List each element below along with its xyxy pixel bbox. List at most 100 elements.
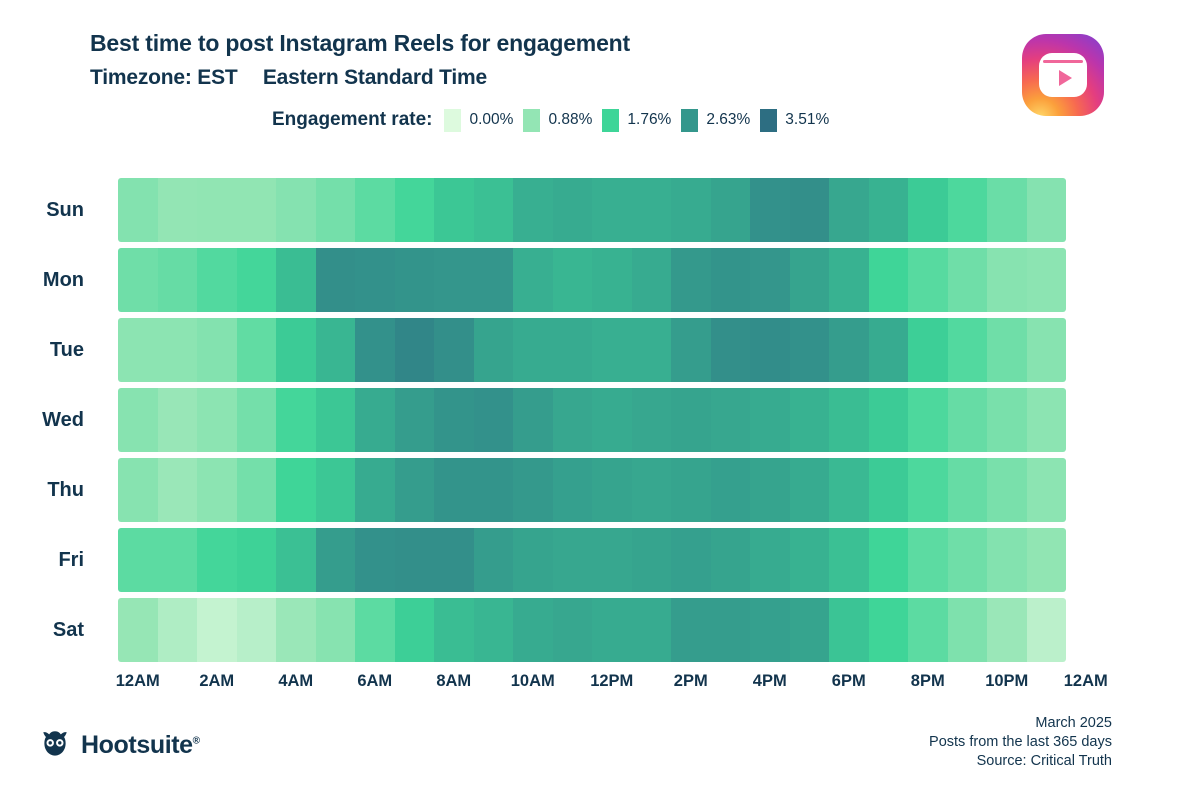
heatmap-cell[interactable] xyxy=(473,458,513,522)
heatmap-cell[interactable] xyxy=(276,318,316,382)
heatmap-cell[interactable] xyxy=(434,388,474,452)
heatmap-cell[interactable] xyxy=(197,388,237,452)
heatmap-cell[interactable] xyxy=(552,248,592,312)
heatmap-cell[interactable] xyxy=(750,458,790,522)
heatmap-cell[interactable] xyxy=(315,388,355,452)
heatmap-cell[interactable] xyxy=(118,248,158,312)
heatmap-cell[interactable] xyxy=(394,388,434,452)
heatmap-cell[interactable] xyxy=(947,528,987,592)
heatmap-cell[interactable] xyxy=(355,388,395,452)
heatmap-cell[interactable] xyxy=(513,388,553,452)
heatmap-cell[interactable] xyxy=(750,528,790,592)
heatmap-cell[interactable] xyxy=(513,178,553,242)
heatmap-cell[interactable] xyxy=(592,318,632,382)
heatmap-cell[interactable] xyxy=(276,178,316,242)
heatmap-cell[interactable] xyxy=(592,458,632,522)
heatmap-cell[interactable] xyxy=(987,248,1027,312)
heatmap-cell[interactable] xyxy=(868,388,908,452)
heatmap-cell[interactable] xyxy=(394,528,434,592)
heatmap-cell[interactable] xyxy=(789,178,829,242)
heatmap-cell[interactable] xyxy=(592,388,632,452)
heatmap-cell[interactable] xyxy=(592,528,632,592)
heatmap-cell[interactable] xyxy=(710,248,750,312)
heatmap-cell[interactable] xyxy=(118,178,158,242)
heatmap-cell[interactable] xyxy=(236,178,276,242)
heatmap-cell[interactable] xyxy=(315,458,355,522)
heatmap-cell[interactable] xyxy=(947,178,987,242)
heatmap-cell[interactable] xyxy=(631,318,671,382)
heatmap-cell[interactable] xyxy=(513,248,553,312)
heatmap-cell[interactable] xyxy=(908,248,948,312)
heatmap-cell[interactable] xyxy=(434,598,474,662)
heatmap-cell[interactable] xyxy=(631,388,671,452)
heatmap-cell[interactable] xyxy=(710,178,750,242)
heatmap-cell[interactable] xyxy=(1026,458,1066,522)
heatmap-cell[interactable] xyxy=(394,598,434,662)
heatmap-cell[interactable] xyxy=(315,178,355,242)
heatmap-cell[interactable] xyxy=(236,598,276,662)
heatmap-cell[interactable] xyxy=(552,458,592,522)
heatmap-cell[interactable] xyxy=(789,248,829,312)
heatmap-cell[interactable] xyxy=(197,178,237,242)
heatmap-cell[interactable] xyxy=(276,248,316,312)
heatmap-cell[interactable] xyxy=(552,178,592,242)
heatmap-cell[interactable] xyxy=(789,458,829,522)
heatmap-cell[interactable] xyxy=(789,598,829,662)
heatmap-cell[interactable] xyxy=(671,178,711,242)
heatmap-cell[interactable] xyxy=(750,318,790,382)
heatmap-cell[interactable] xyxy=(197,598,237,662)
heatmap-cell[interactable] xyxy=(157,528,197,592)
heatmap-cell[interactable] xyxy=(355,528,395,592)
heatmap-cell[interactable] xyxy=(908,178,948,242)
heatmap-cell[interactable] xyxy=(157,388,197,452)
heatmap-cell[interactable] xyxy=(908,388,948,452)
heatmap-cell[interactable] xyxy=(434,458,474,522)
heatmap-cell[interactable] xyxy=(1026,178,1066,242)
heatmap-cell[interactable] xyxy=(157,178,197,242)
heatmap-cell[interactable] xyxy=(315,528,355,592)
heatmap-cell[interactable] xyxy=(513,598,553,662)
heatmap-cell[interactable] xyxy=(789,318,829,382)
heatmap-cell[interactable] xyxy=(671,318,711,382)
heatmap-cell[interactable] xyxy=(829,528,869,592)
heatmap-cell[interactable] xyxy=(671,388,711,452)
heatmap-cell[interactable] xyxy=(710,388,750,452)
heatmap-cell[interactable] xyxy=(118,458,158,522)
heatmap-cell[interactable] xyxy=(157,458,197,522)
heatmap-cell[interactable] xyxy=(671,598,711,662)
heatmap-cell[interactable] xyxy=(1026,528,1066,592)
heatmap-cell[interactable] xyxy=(1026,388,1066,452)
heatmap-cell[interactable] xyxy=(789,528,829,592)
heatmap-cell[interactable] xyxy=(552,598,592,662)
heatmap-cell[interactable] xyxy=(947,458,987,522)
heatmap-cell[interactable] xyxy=(710,458,750,522)
heatmap-cell[interactable] xyxy=(631,178,671,242)
heatmap-cell[interactable] xyxy=(710,528,750,592)
heatmap-cell[interactable] xyxy=(829,388,869,452)
heatmap-cell[interactable] xyxy=(355,458,395,522)
heatmap-cell[interactable] xyxy=(908,598,948,662)
heatmap-cell[interactable] xyxy=(552,388,592,452)
heatmap-cell[interactable] xyxy=(473,528,513,592)
heatmap-cell[interactable] xyxy=(868,528,908,592)
heatmap-cell[interactable] xyxy=(394,178,434,242)
heatmap-cell[interactable] xyxy=(829,458,869,522)
heatmap-cell[interactable] xyxy=(394,248,434,312)
heatmap-cell[interactable] xyxy=(473,388,513,452)
heatmap-cell[interactable] xyxy=(118,388,158,452)
heatmap-cell[interactable] xyxy=(118,528,158,592)
heatmap-cell[interactable] xyxy=(236,388,276,452)
heatmap-cell[interactable] xyxy=(750,388,790,452)
heatmap-cell[interactable] xyxy=(197,458,237,522)
heatmap-cell[interactable] xyxy=(434,248,474,312)
heatmap-cell[interactable] xyxy=(829,598,869,662)
heatmap-cell[interactable] xyxy=(947,318,987,382)
heatmap-cell[interactable] xyxy=(473,178,513,242)
heatmap-cell[interactable] xyxy=(355,598,395,662)
heatmap-cell[interactable] xyxy=(434,178,474,242)
heatmap-cell[interactable] xyxy=(473,598,513,662)
heatmap-cell[interactable] xyxy=(908,528,948,592)
heatmap-cell[interactable] xyxy=(276,388,316,452)
heatmap-cell[interactable] xyxy=(947,598,987,662)
heatmap-cell[interactable] xyxy=(513,318,553,382)
